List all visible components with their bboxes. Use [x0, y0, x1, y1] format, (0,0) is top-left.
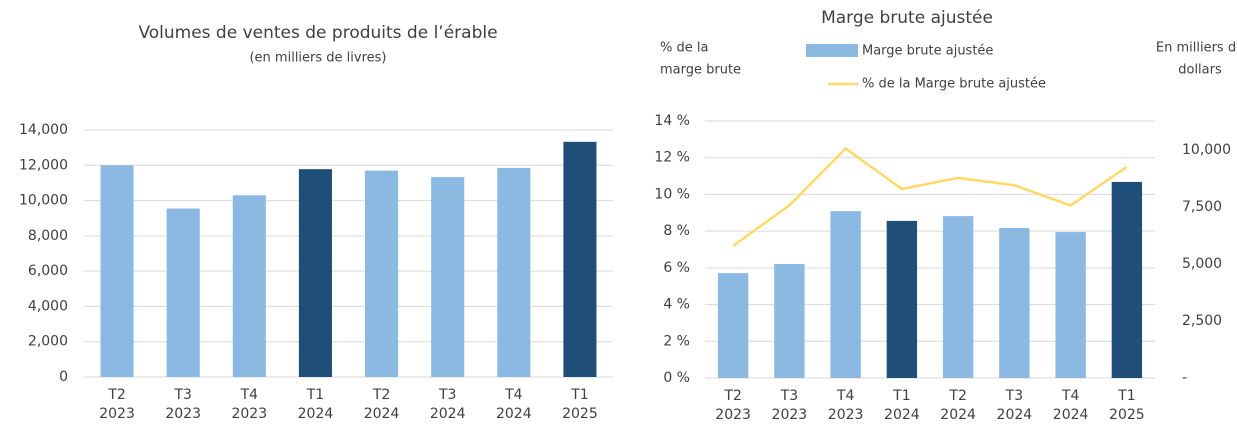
y2-tick-label: 10,000: [1182, 142, 1231, 158]
y-tick-label: 12 %: [654, 150, 690, 166]
y2-tick-label: 2,500: [1182, 313, 1222, 329]
bar: [717, 273, 749, 378]
y-tick-label: 4,000: [28, 298, 68, 314]
bar: [830, 211, 861, 378]
legend-label: % de la Marge brute ajustée: [862, 77, 1046, 92]
x-tick-label: 2025: [1109, 407, 1145, 423]
x-tick-label: 2024: [1053, 407, 1089, 423]
bar: [497, 167, 531, 377]
x-tick-label: 2023: [231, 406, 267, 422]
bar: [563, 141, 597, 377]
x-tick-label: 2024: [364, 406, 400, 422]
x-tick-label: T1: [1117, 388, 1135, 404]
y-tick-label: 12,000: [19, 157, 68, 173]
y-tick-label: 0: [59, 369, 68, 385]
bar: [886, 220, 918, 378]
y-tick-label: 2 %: [663, 333, 690, 349]
x-tick-label: T2: [372, 387, 390, 403]
x-tick-label: 2023: [165, 406, 201, 422]
x-tick-label: 2024: [940, 407, 976, 423]
chart-title: Volumes de ventes de produits de l’érabl…: [138, 23, 497, 43]
bar: [431, 177, 465, 377]
x-tick-label: T2: [107, 387, 125, 403]
x-tick-label: T4: [836, 388, 855, 404]
y2-tick-label: -: [1182, 370, 1187, 386]
chart-title: Marge brute ajustée: [821, 8, 993, 28]
x-tick-label: 2024: [997, 407, 1033, 423]
x-tick-label: T2: [948, 388, 966, 404]
x-tick-label: T4: [1061, 388, 1080, 404]
x-tick-label: T3: [173, 387, 191, 403]
x-tick-label: 2023: [828, 407, 864, 423]
y-tick-label: 6,000: [28, 263, 68, 279]
bar: [100, 165, 134, 377]
x-tick-label: T1: [306, 387, 324, 403]
bar: [942, 216, 974, 378]
x-tick-label: 2023: [99, 406, 135, 422]
line: [732, 146, 1128, 247]
bar: [232, 195, 266, 377]
y-tick-label: 14 %: [654, 113, 690, 129]
x-tick-label: 2024: [884, 407, 920, 423]
y2-tick-label: 5,000: [1182, 256, 1222, 272]
y2-tick-label: 7,500: [1182, 199, 1222, 215]
bar: [166, 208, 200, 377]
bar: [1111, 181, 1143, 378]
y-tick-label: 0 %: [663, 370, 690, 386]
x-tick-label: 2024: [430, 406, 466, 422]
y-tick-label: 10,000: [19, 193, 68, 209]
y-tick-label: 10 %: [654, 186, 690, 202]
legend-label: Marge brute ajustée: [862, 44, 993, 59]
y-tick-label: 8 %: [663, 223, 690, 239]
y-tick-label: 4 %: [663, 297, 690, 313]
y-tick-label: 14,000: [19, 122, 68, 138]
y-axis-label: % de la: [660, 41, 708, 56]
bar: [999, 227, 1030, 378]
legend-swatch: [806, 44, 858, 57]
x-tick-label: T3: [780, 388, 798, 404]
bar: [774, 264, 805, 378]
x-tick-label: 2024: [298, 406, 334, 422]
x-tick-label: 2025: [562, 406, 598, 422]
x-tick-label: T1: [892, 388, 910, 404]
y-tick-label: 8,000: [28, 228, 68, 244]
bar: [298, 169, 332, 377]
y2-axis-label: dollars: [1178, 63, 1222, 78]
bar: [1055, 232, 1086, 378]
x-tick-label: 2023: [772, 407, 808, 423]
x-tick-label: T3: [1005, 388, 1023, 404]
bar: [365, 170, 399, 377]
x-tick-label: T1: [570, 387, 588, 403]
y-tick-label: 6 %: [663, 260, 690, 276]
x-tick-label: T4: [504, 387, 523, 403]
x-tick-label: T4: [240, 387, 259, 403]
x-tick-label: 2024: [496, 406, 532, 422]
y-axis-label: marge brute: [660, 63, 741, 78]
x-tick-label: T2: [723, 388, 741, 404]
y-tick-label: 2,000: [28, 334, 68, 350]
chart-subtitle: (en milliers de livres): [249, 51, 386, 66]
y2-axis-label: En milliers de: [1156, 41, 1237, 56]
x-tick-label: T3: [438, 387, 456, 403]
x-tick-label: 2023: [715, 407, 751, 423]
